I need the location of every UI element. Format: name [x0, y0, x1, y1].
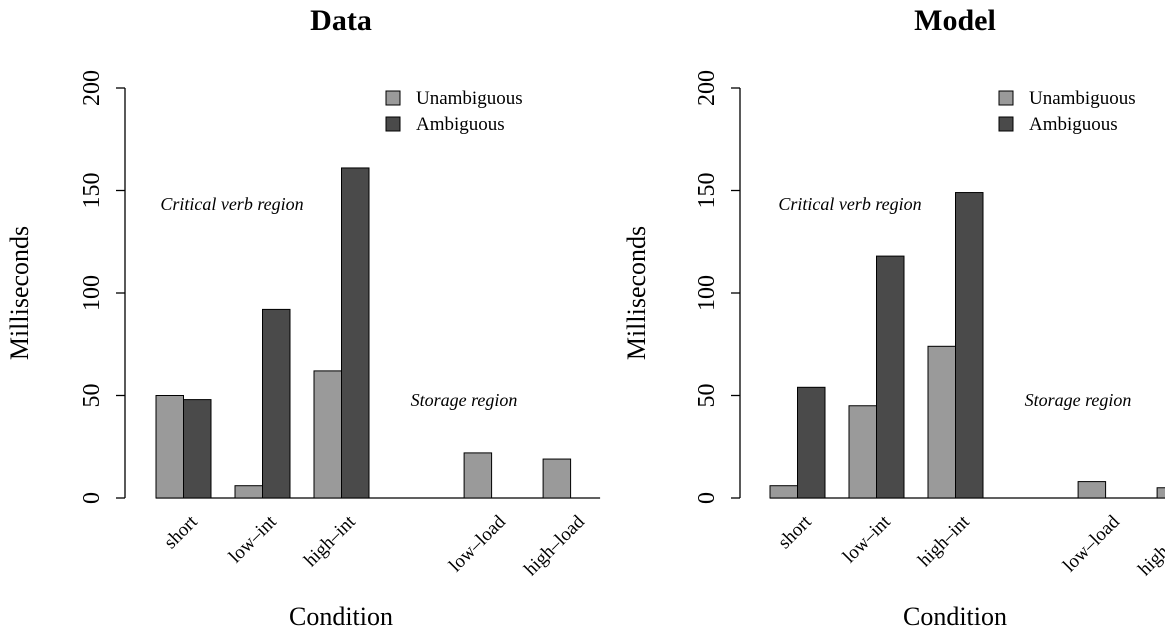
bar-unambiguous-4: [542, 458, 572, 499]
legend-swatch: [385, 90, 401, 106]
category-label: low–load: [445, 511, 510, 576]
y-axis-label: Milliseconds: [622, 226, 651, 360]
category-label: high–int: [914, 511, 974, 571]
bar-unambiguous-0: [769, 485, 798, 499]
annotation-critical-region: Critical verb region: [778, 194, 921, 214]
bar-unambiguous-2: [313, 370, 342, 499]
category-label: high–load: [520, 511, 589, 580]
annotation-storage-region: Storage region: [1025, 390, 1132, 410]
legend-label: Unambiguous: [1029, 88, 1136, 109]
category-label: low–int: [839, 511, 895, 567]
legend-swatch: [998, 90, 1014, 106]
x-axis-label: Condition: [903, 602, 1007, 631]
y-tick-label: 150: [694, 173, 720, 209]
bar-unambiguous-3: [463, 452, 493, 499]
y-tick-label: 100: [79, 275, 105, 311]
annotation-storage-region: Storage region: [411, 390, 518, 410]
y-tick-label: 200: [79, 70, 105, 106]
category-label: short: [160, 511, 202, 553]
chart-panel-model: Model 0 50 100 150 200 Milliseconds short low–in…: [622, 4, 1165, 631]
bar-ambiguous-0: [183, 399, 212, 499]
chart-title: Model: [914, 4, 996, 37]
bar-ambiguous-2: [955, 192, 984, 499]
category-label: short: [774, 511, 816, 553]
y-tick-label: 150: [79, 173, 105, 209]
annotation-critical-region: Critical verb region: [160, 194, 303, 214]
legend-swatch: [385, 116, 401, 132]
bar-unambiguous-1: [848, 405, 877, 499]
legend-label: Unambiguous: [416, 88, 523, 109]
legend-swatch: [998, 116, 1014, 132]
bar-unambiguous-2: [927, 345, 956, 499]
y-tick-label: 100: [694, 275, 720, 311]
y-tick-label: 50: [79, 384, 105, 408]
bar-ambiguous-2: [341, 167, 370, 499]
chart-panel-data: Data 0 50 100 150 200 Milliseconds short low–int…: [5, 4, 601, 631]
y-tick-label: 0: [79, 492, 105, 504]
bar-unambiguous-0: [155, 395, 184, 499]
bar-unambiguous-1: [234, 485, 263, 499]
category-label: high–int: [300, 511, 360, 571]
bar-unambiguous-3: [1077, 481, 1107, 499]
y-tick-label: 50: [694, 384, 720, 408]
bar-unambiguous-4: [1156, 487, 1165, 499]
legend-label: Ambiguous: [1029, 114, 1118, 135]
x-axis-label: Condition: [289, 602, 393, 631]
category-label: high–load: [1134, 511, 1165, 580]
legend-label: Ambiguous: [416, 114, 505, 135]
bar-ambiguous-0: [797, 386, 826, 499]
y-tick-label: 0: [694, 492, 720, 504]
bar-ambiguous-1: [262, 308, 291, 499]
category-label: low–load: [1059, 511, 1124, 576]
chart-title: Data: [310, 4, 372, 37]
category-label: low–int: [225, 511, 281, 567]
y-axis-label: Milliseconds: [5, 226, 34, 360]
y-tick-label: 200: [694, 70, 720, 106]
bar-ambiguous-1: [876, 255, 905, 499]
